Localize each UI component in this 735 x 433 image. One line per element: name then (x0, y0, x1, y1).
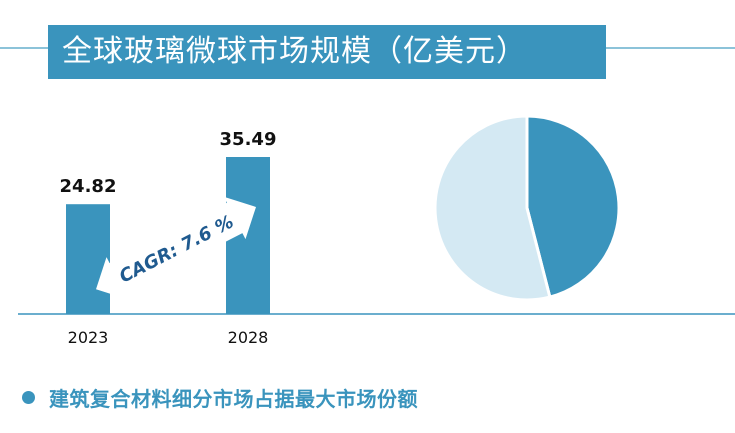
pie-chart (433, 114, 621, 302)
bar-2023 (66, 204, 110, 314)
bar-value-label: 35.49 (220, 129, 277, 150)
bar-value-label: 24.82 (60, 176, 117, 197)
bullet-text: 建筑复合材料细分市场占据最大市场份额 (49, 386, 418, 411)
pie-slice-1 (525, 114, 621, 299)
category-label: 2028 (228, 328, 269, 347)
cagr-label: CAGR: 7.6 % (116, 211, 237, 287)
cagr-arrow (96, 196, 256, 300)
category-label: 2023 (68, 328, 109, 347)
chart-area: 24.82 2023 35.49 2028 CAGR: 7.6 % (18, 114, 735, 347)
bullet-dot-icon (22, 390, 35, 404)
pie-slice-2 (433, 114, 552, 302)
bullet-note: 建筑复合材料细分市场占据最大市场份额 (22, 382, 418, 412)
page-title: 全球玻璃微球市场规模（亿美元） (48, 25, 606, 79)
